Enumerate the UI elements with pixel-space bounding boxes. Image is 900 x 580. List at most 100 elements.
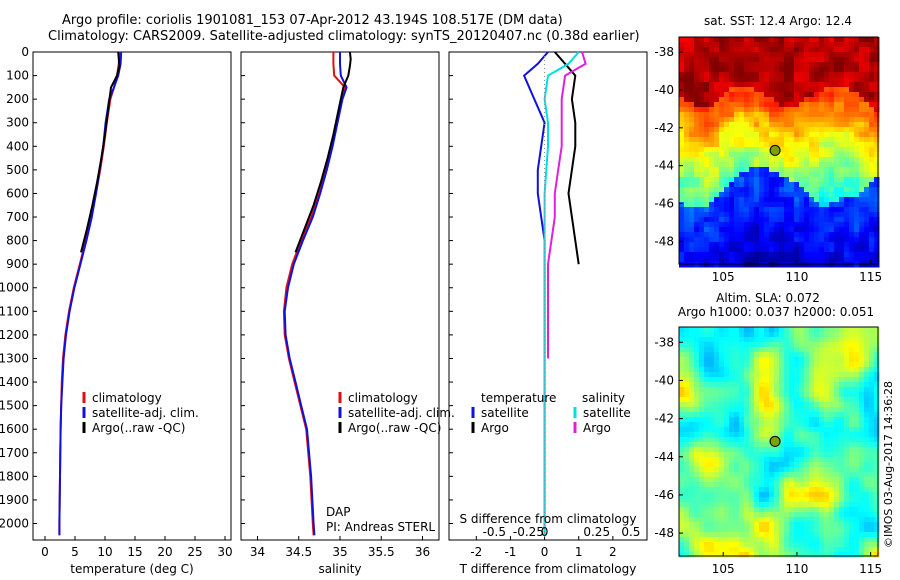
heatmap-cell bbox=[779, 482, 785, 488]
heatmap-cell bbox=[764, 512, 770, 518]
heatmap-cell bbox=[694, 162, 700, 168]
heatmap-cell bbox=[724, 97, 730, 103]
heatmap-cell bbox=[709, 107, 715, 113]
heatmap-cell bbox=[759, 117, 765, 123]
heatmap-cell bbox=[739, 72, 745, 78]
heatmap-cell bbox=[744, 162, 750, 168]
heatmap-cell bbox=[864, 482, 870, 488]
heatmap-cell bbox=[874, 547, 880, 553]
heatmap-cell bbox=[729, 47, 735, 53]
heatmap-cell bbox=[749, 507, 755, 513]
heatmap-cell bbox=[734, 457, 740, 463]
heatmap-cell bbox=[759, 357, 765, 363]
heatmap-cell bbox=[829, 397, 835, 403]
heatmap-cell bbox=[814, 527, 820, 533]
heatmap-cell bbox=[759, 477, 765, 483]
heatmap-cell bbox=[854, 372, 860, 378]
heatmap-cell bbox=[854, 547, 860, 553]
heatmap-cell bbox=[754, 67, 760, 73]
heatmap-cell bbox=[864, 542, 870, 548]
heatmap-cell bbox=[769, 352, 775, 358]
heatmap-cell bbox=[869, 127, 875, 133]
heatmap-cell bbox=[874, 417, 880, 423]
heatmap-cell bbox=[854, 242, 860, 248]
heatmap-cell bbox=[679, 542, 685, 548]
heatmap-cell bbox=[799, 262, 805, 268]
heatmap-cell bbox=[804, 527, 810, 533]
heatmap-cell bbox=[844, 112, 850, 118]
heatmap-cell bbox=[809, 427, 815, 433]
heatmap-cell bbox=[789, 212, 795, 218]
heatmap-cell bbox=[844, 377, 850, 383]
heatmap-cell bbox=[769, 372, 775, 378]
heatmap-cell bbox=[764, 387, 770, 393]
heatmap-cell bbox=[709, 142, 715, 148]
heatmap-cell bbox=[749, 402, 755, 408]
heatmap-cell bbox=[714, 402, 720, 408]
heatmap-cell bbox=[804, 397, 810, 403]
heatmap-cell bbox=[724, 142, 730, 148]
heatmap-cell bbox=[729, 547, 735, 553]
heatmap-cell bbox=[869, 362, 875, 368]
heatmap-cell bbox=[724, 137, 730, 143]
heatmap-cell bbox=[839, 172, 845, 178]
heatmap-cell bbox=[744, 447, 750, 453]
heatmap-cell bbox=[759, 52, 765, 58]
heatmap-cell bbox=[684, 77, 690, 83]
heatmap-cell bbox=[804, 262, 810, 268]
heatmap-cell bbox=[774, 87, 780, 93]
heatmap-cell bbox=[819, 452, 825, 458]
heatmap-cell bbox=[694, 372, 700, 378]
heatmap-cell bbox=[794, 502, 800, 508]
heatmap-cell bbox=[739, 517, 745, 523]
heatmap-cell bbox=[709, 382, 715, 388]
heatmap-cell bbox=[864, 522, 870, 528]
heatmap-cell bbox=[869, 202, 875, 208]
heatmap-cell bbox=[714, 487, 720, 493]
heatmap-cell bbox=[834, 222, 840, 228]
heatmap-cell bbox=[694, 52, 700, 58]
heatmap-cell bbox=[689, 52, 695, 58]
heatmap-cell bbox=[754, 357, 760, 363]
heatmap-cell bbox=[769, 177, 775, 183]
heatmap-cell bbox=[814, 87, 820, 93]
heatmap-cell bbox=[874, 262, 880, 268]
heatmap-cell bbox=[704, 337, 710, 343]
heatmap-cell bbox=[789, 367, 795, 373]
heatmap-cell bbox=[709, 372, 715, 378]
heatmap-cell bbox=[874, 427, 880, 433]
heatmap-cell bbox=[839, 262, 845, 268]
heatmap-cell bbox=[764, 222, 770, 228]
heatmap-cell bbox=[834, 117, 840, 123]
heatmap-cell bbox=[839, 447, 845, 453]
heatmap-cell bbox=[859, 407, 865, 413]
heatmap-cell bbox=[794, 382, 800, 388]
heatmap-cell bbox=[719, 197, 725, 203]
heatmap-cell bbox=[759, 522, 765, 528]
heatmap-cell bbox=[679, 497, 685, 503]
heatmap-cell bbox=[694, 207, 700, 213]
heatmap-cell bbox=[784, 387, 790, 393]
heatmap-cell bbox=[734, 132, 740, 138]
heatmap-cell bbox=[769, 42, 775, 48]
heatmap-cell bbox=[779, 392, 785, 398]
heatmap-cell bbox=[684, 82, 690, 88]
heatmap-cell bbox=[809, 402, 815, 408]
heatmap-cell bbox=[749, 522, 755, 528]
heatmap-cell bbox=[679, 72, 685, 78]
heatmap-cell bbox=[759, 127, 765, 133]
heatmap-cell bbox=[749, 92, 755, 98]
heatmap-cell bbox=[744, 467, 750, 473]
heatmap-cell bbox=[709, 437, 715, 443]
heatmap-cell bbox=[814, 382, 820, 388]
heatmap-cell bbox=[769, 67, 775, 73]
heatmap-cell bbox=[849, 147, 855, 153]
heatmap-cell bbox=[794, 402, 800, 408]
heatmap-cell bbox=[854, 417, 860, 423]
heatmap-cell bbox=[859, 117, 865, 123]
heatmap-cell bbox=[834, 247, 840, 253]
heatmap-cell bbox=[749, 392, 755, 398]
heatmap-cell bbox=[739, 142, 745, 148]
heatmap-cell bbox=[704, 202, 710, 208]
heatmap-cell bbox=[804, 217, 810, 223]
